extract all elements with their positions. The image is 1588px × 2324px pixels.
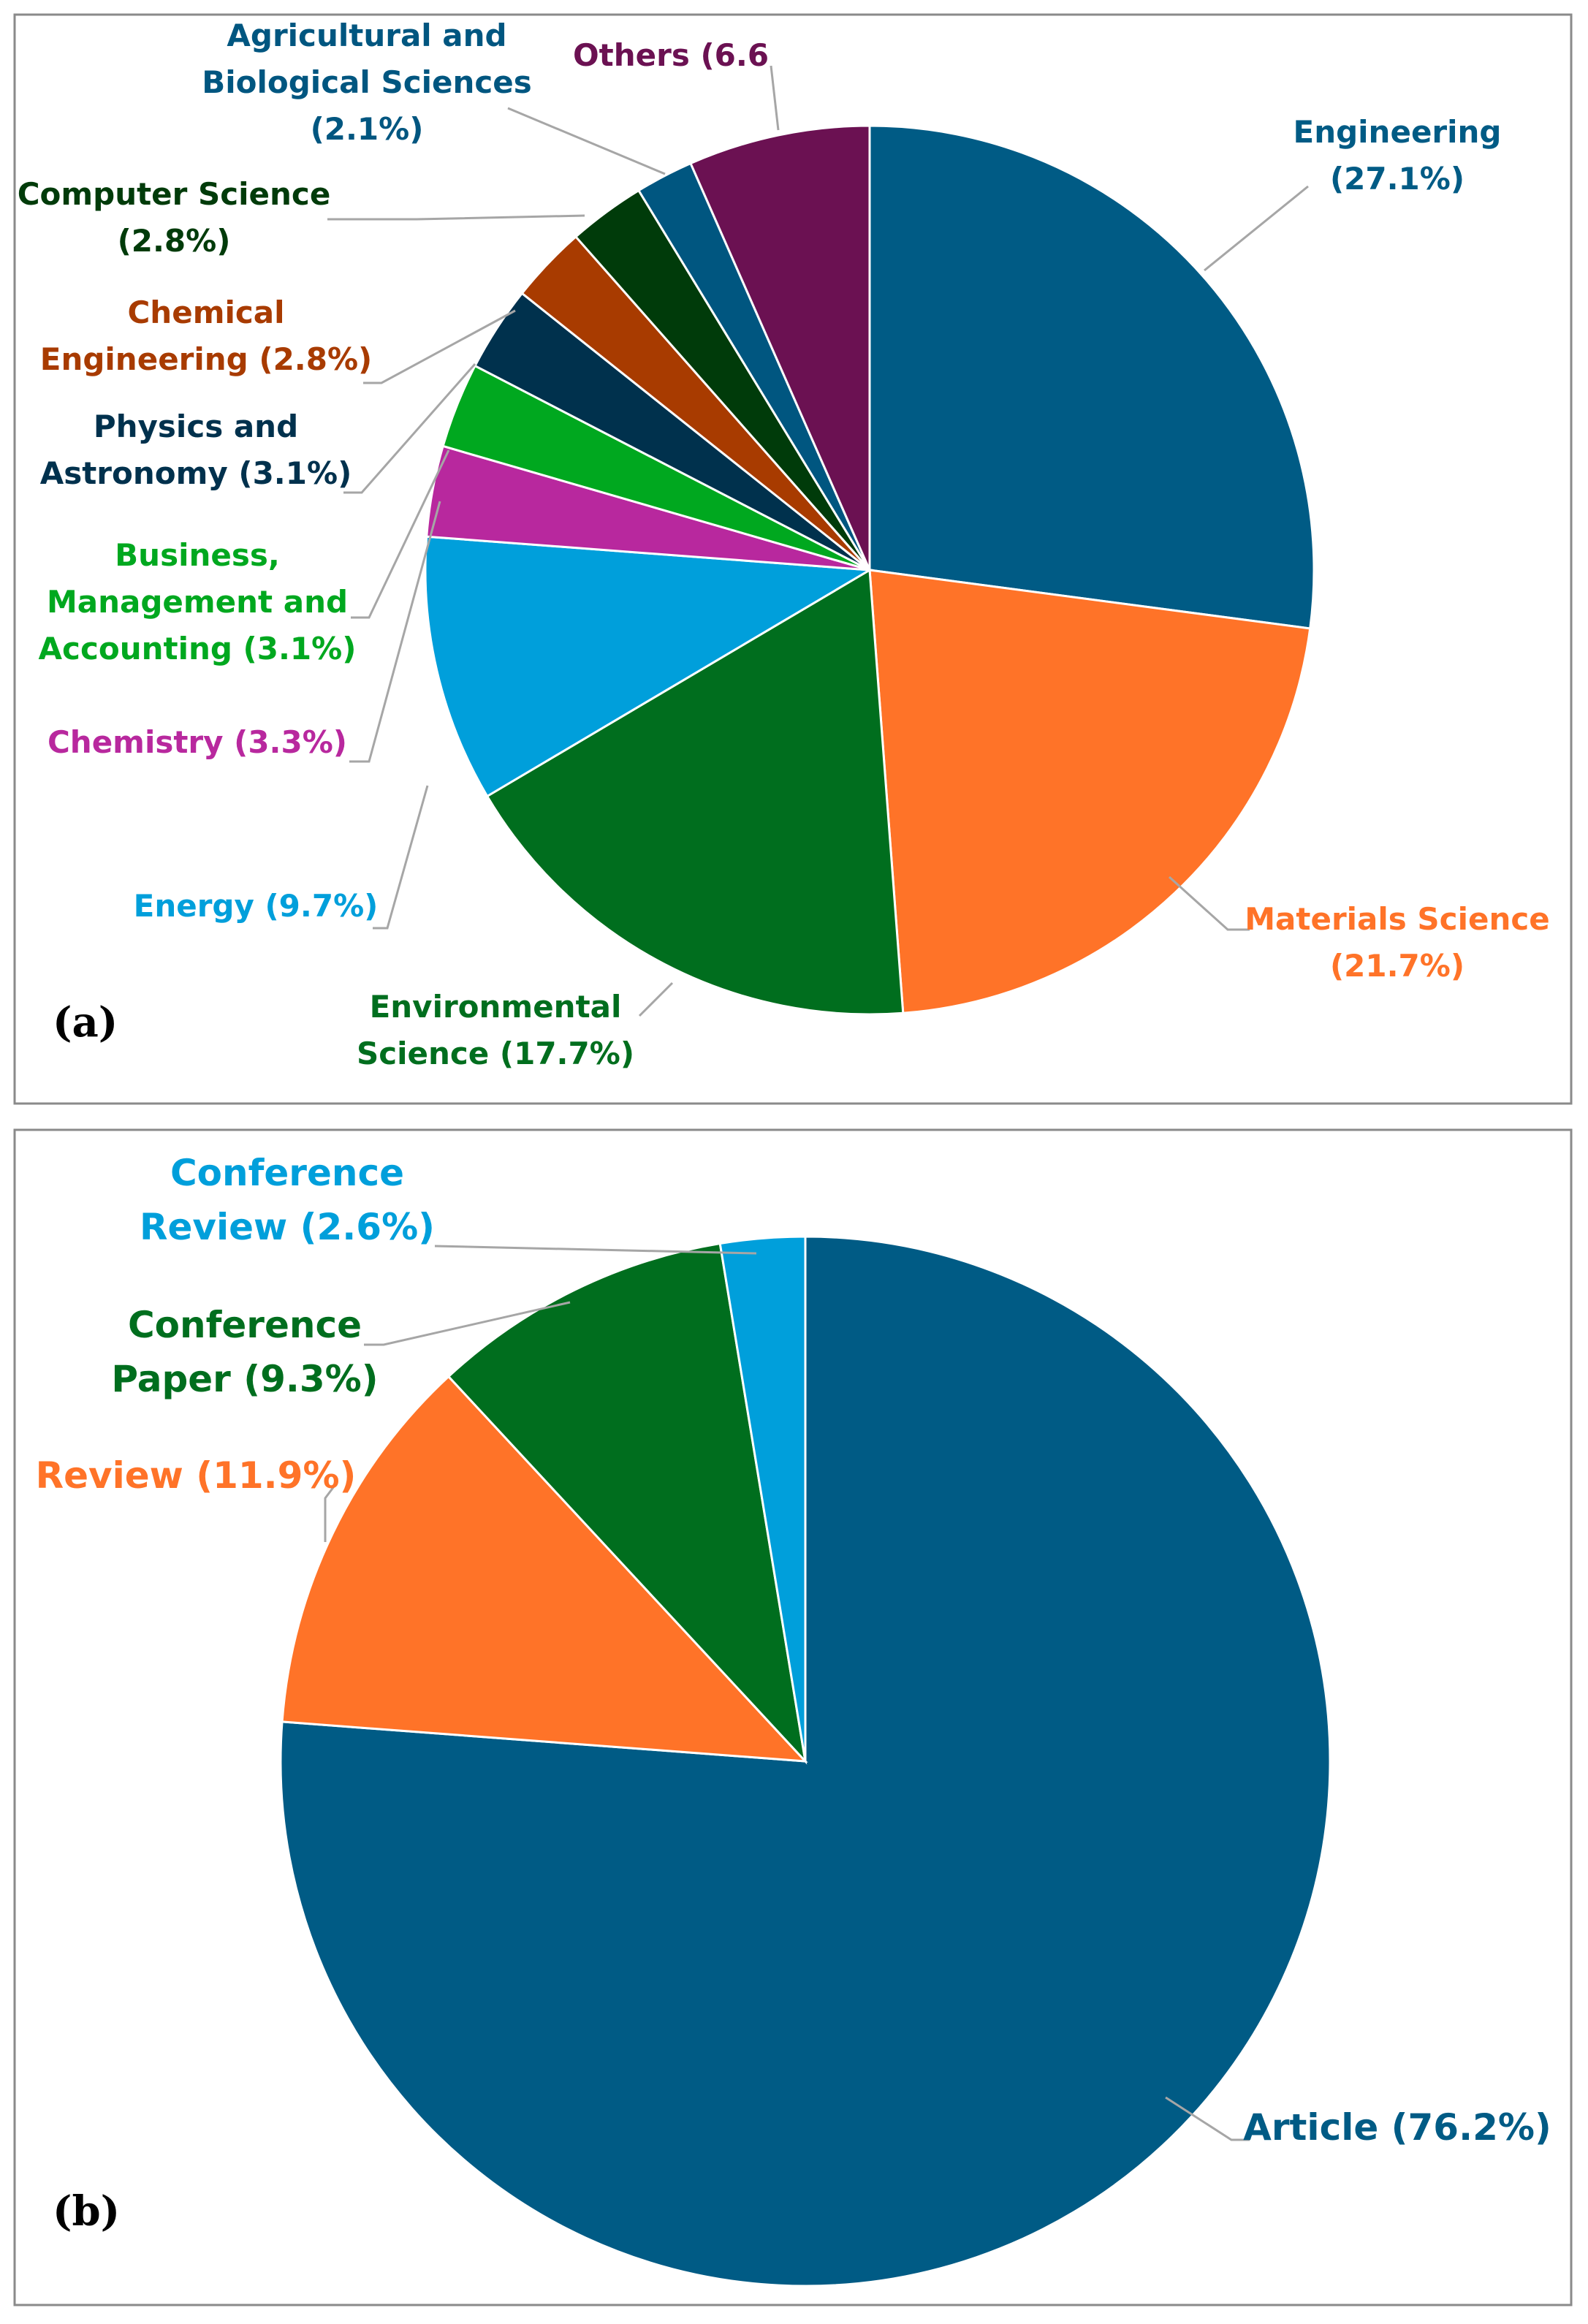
pie-a-label-business-management-and-accounting: Business, Management and Accounting (3.1%) [39,537,357,667]
pie-a-leader-chemistry [349,501,441,763]
pie-a-leader-agricultural-and-biological-sciences [507,107,666,175]
pie-b-leader-conference-review [434,1245,757,1255]
pie-a-label-agricultural-and-biological-sciences: Agricultural and Biological Sciences (2.1%… [202,18,532,147]
pie-a-leader-others [770,65,780,131]
panel-a: Engineering (27.1%) Materials Science (21.7… [13,13,1573,1105]
panel-b-label: (b) [53,2187,120,2236]
pie-a-label-physics-and-astronomy: Physics and Astronomy (3.1%) [40,409,352,491]
pie-a-leader-engineering [1204,185,1309,272]
pie-a-leader-materials-science [1168,876,1250,931]
pie-a-leader-physics-and-astronomy [343,363,476,494]
pie-a-leader-business-management-and-accounting [351,449,450,619]
pie-b-label-conference-paper: Conference Paper (9.3%) [111,1304,378,1400]
pie-b-leader-review [324,1483,338,1542]
panel-a-label: (a) [53,998,118,1047]
pie-a-leader-energy [373,785,429,930]
pie-a-leader-computer-science [327,214,585,221]
pie-a-leader-chemical-engineering [363,309,516,384]
pie-a-slice-others [689,124,871,571]
pie-b-leader-lines [324,1245,1250,2141]
pie-a-label-environmental-science: Environmental Science (17.7%) [357,989,634,1071]
pie-b-slice-review [281,1375,808,1763]
pie-a-label-others: Others (6.6 [573,37,769,73]
pie-b-slice-conference-review [718,1235,807,1762]
pie-a-label-chemical-engineering: Chemical Engineering (2.8%) [40,295,373,377]
pie-b-label-conference-review: Conference Review (2.6%) [140,1152,435,1248]
pie-b-label-review: Review (11.9%) [36,1454,357,1497]
pie-a-slice-engineering [868,124,1315,630]
pie-a-slice-energy [424,535,873,798]
pie-a-label-computer-science: Computer Science (2.8%) [18,176,331,259]
pie-a-slice-materials-science [868,569,1312,1014]
panel-b: Article (76.2%) Review (11.9%) Conference P… [13,1128,1573,2306]
panel-a-frame [13,13,1573,1105]
pie-a-slice-environmental-science [485,568,905,1016]
pie-b-label-article: Article (76.2%) [1243,2106,1551,2149]
pie-b-slice-conference-paper [447,1242,808,1765]
pie-a-leader-environmental-science [638,981,674,1017]
pie-a [424,124,1315,1016]
pie-a-label-chemistry: Chemistry (3.3%) [48,724,347,760]
panel-b-frame [13,1128,1573,2306]
pie-b [279,1235,1331,2287]
pie-a-label-energy: Energy (9.7%) [134,888,379,924]
pie-b-leader-conference-paper [364,1301,571,1346]
pie-b-labels: Article (76.2%) Review (11.9%) Conference P… [36,1152,1551,2149]
pie-a-leader-lines [327,65,1309,1017]
pie-b-leader-article [1165,2096,1250,2141]
pie-a-label-engineering: Engineering (27.1%) [1293,114,1502,197]
pie-a-labels: Engineering (27.1%) Materials Science (21.7… [18,18,1550,1071]
pie-a-label-materials-science: Materials Science (21.7%) [1245,901,1549,984]
